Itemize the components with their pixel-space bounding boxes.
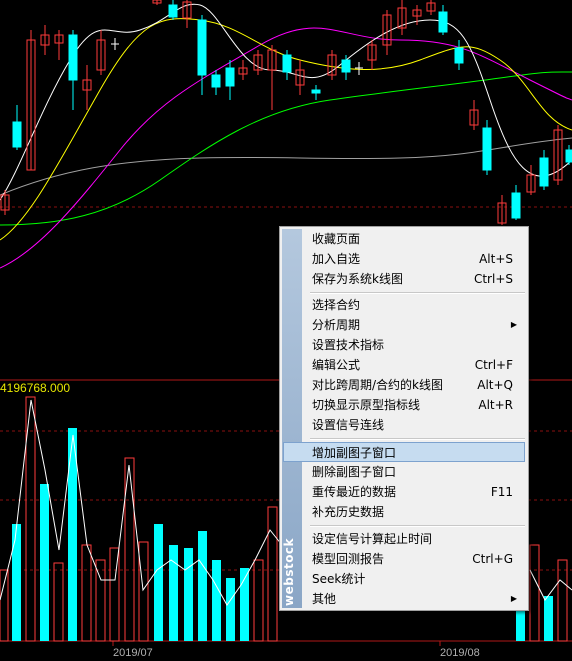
context-menu: webstock 收藏页面 加入自选 Alt+S 保存为系统k线图 Ctrl+S 选… <box>279 226 529 611</box>
menu-item-label: 设置技术指标 <box>312 338 385 352</box>
menu-item-label: 收藏页面 <box>312 232 361 246</box>
menu-item-label: 加入自选 <box>312 252 361 266</box>
submenu-arrow-icon: ▶ <box>510 320 517 329</box>
menu-item-shortcut: Alt+Q <box>477 378 513 392</box>
volume-ma-line-2 <box>529 569 572 601</box>
menu-item-label: 分析周期 <box>312 318 361 332</box>
menu-item-backtest-report[interactable]: 模型回测报告 Ctrl+G <box>284 549 525 569</box>
menu-item-label: Seek统计 <box>312 572 366 586</box>
menu-side-strip <box>282 229 302 608</box>
menu-item-save-kline[interactable]: 保存为系统k线图 Ctrl+S <box>284 269 525 289</box>
menu-item-add-subwindow[interactable]: 增加副图子窗口 <box>283 442 525 462</box>
menu-item-shortcut: Ctrl+G <box>472 552 513 566</box>
menu-item-analysis-period[interactable]: 分析周期 ▶ <box>284 315 525 335</box>
candles <box>0 0 572 225</box>
menu-item-compare-kline[interactable]: 对比跨周期/合约的k线图 Alt+Q <box>284 375 525 395</box>
menu-item-edit-formula[interactable]: 编辑公式 Ctrl+F <box>284 355 525 375</box>
menu-item-label: 保存为系统k线图 <box>312 272 403 286</box>
menu-item-signal-lines[interactable]: 设置信号连线 <box>284 415 525 435</box>
menu-item-label: 补充历史数据 <box>312 505 385 519</box>
menu-item-select-contract[interactable]: 选择合约 <box>284 295 525 315</box>
ma20-line <box>0 27 572 269</box>
volume-ma-line <box>0 399 283 606</box>
menu-item-toggle-prototype[interactable]: 切换显示原型指标线 Alt+R <box>284 395 525 415</box>
menu-item-fill-history[interactable]: 补充历史数据 <box>284 502 525 522</box>
menu-separator <box>310 525 525 527</box>
menu-item-shortcut: Ctrl+F <box>474 358 513 372</box>
menu-separator <box>310 438 525 440</box>
submenu-arrow-icon: ▶ <box>510 594 517 603</box>
menu-item-signal-time-range[interactable]: 设定信号计算起止时间 <box>284 529 525 549</box>
menu-item-seek-stats[interactable]: Seek统计 <box>284 569 525 589</box>
menu-item-label: 重传最近的数据 <box>312 485 397 499</box>
menu-item-set-indicator[interactable]: 设置技术指标 <box>284 335 525 355</box>
menu-separator <box>310 292 525 294</box>
volume-value-label: 4196768.000 <box>0 381 71 395</box>
menu-item-label: 删除副图子窗口 <box>312 465 397 479</box>
ma60-line <box>0 71 572 226</box>
menu-item-bookmark-page[interactable]: 收藏页面 <box>284 229 525 249</box>
menu-item-reload-data[interactable]: 重传最近的数据 F11 <box>284 482 525 502</box>
ma5-line <box>0 3 572 201</box>
x-axis-label-aug: 2019/08 <box>440 647 480 659</box>
menu-item-shortcut: Alt+R <box>478 398 513 412</box>
menu-item-label: 其他 <box>312 592 337 606</box>
menu-item-label: 设置信号连线 <box>312 418 385 432</box>
menu-item-shortcut: Alt+S <box>479 252 513 266</box>
menu-item-label: 选择合约 <box>312 298 361 312</box>
menu-item-other[interactable]: 其他 ▶ <box>284 589 525 609</box>
menu-item-shortcut: Ctrl+S <box>473 272 513 286</box>
menu-item-label: 增加副图子窗口 <box>312 446 397 460</box>
menu-item-label: 编辑公式 <box>312 358 361 372</box>
menu-item-add-watchlist[interactable]: 加入自选 Alt+S <box>284 249 525 269</box>
menu-item-label: 设定信号计算起止时间 <box>312 532 433 546</box>
menu-item-label: 模型回测报告 <box>312 552 385 566</box>
menu-item-label: 切换显示原型指标线 <box>312 398 421 412</box>
menu-item-label: 对比跨周期/合约的k线图 <box>312 378 443 392</box>
x-axis-label-jul: 2019/07 <box>113 647 153 659</box>
menu-item-shortcut: F11 <box>490 485 513 499</box>
menu-item-delete-subwindow[interactable]: 删除副图子窗口 <box>284 462 525 482</box>
